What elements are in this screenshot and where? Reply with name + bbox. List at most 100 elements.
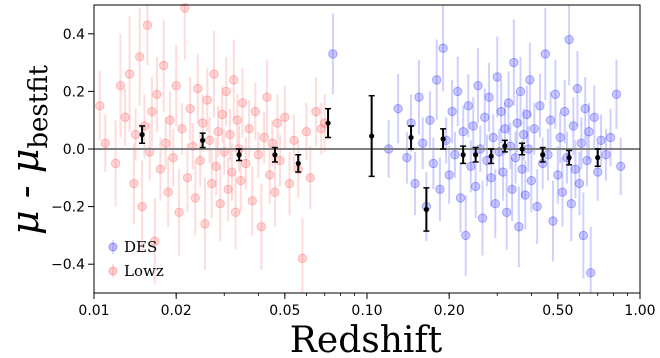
y-tick-label: 0.4	[63, 27, 85, 43]
lowz-point	[158, 60, 169, 71]
lowz-point	[137, 201, 147, 212]
des-point	[517, 164, 527, 174]
des-point	[512, 118, 522, 128]
binned-point	[473, 152, 479, 158]
des-point	[453, 86, 463, 97]
des-point	[568, 121, 579, 131]
lowz-point	[180, 3, 190, 13]
lowz-point	[213, 127, 223, 137]
legend-marker-des	[108, 242, 118, 252]
lowz-point	[193, 83, 203, 94]
binned-point	[502, 143, 508, 149]
y-tick-label: −0.2	[51, 200, 85, 216]
binned-point	[519, 146, 525, 152]
legend-label-des: DES	[124, 238, 157, 256]
lowz-point	[165, 115, 175, 125]
lowz-point	[253, 150, 264, 160]
des-point	[492, 72, 502, 82]
des-point	[548, 216, 558, 226]
des-point	[589, 112, 599, 123]
legend: DES Lowz	[108, 238, 164, 280]
x-tick-label: 0.20	[434, 303, 465, 319]
lowz-point	[270, 187, 280, 197]
lowz-point	[174, 207, 184, 218]
lowz-point	[129, 178, 139, 189]
des-point	[525, 75, 535, 85]
des-point	[500, 124, 510, 134]
des-point	[468, 121, 478, 131]
lowz-point	[223, 184, 233, 195]
lowz-point	[305, 173, 316, 183]
des-point	[393, 103, 403, 114]
des-point	[584, 127, 594, 137]
lowz-point	[236, 175, 246, 186]
lowz-point	[100, 138, 111, 148]
lowz-point	[250, 106, 261, 117]
lowz-point	[316, 124, 326, 134]
des-point	[435, 184, 445, 195]
des-point	[486, 173, 496, 183]
binned-point	[423, 206, 429, 213]
lowz-point	[311, 106, 321, 117]
y-axis-label-base: μ - μ	[3, 149, 47, 235]
lowz-point	[155, 164, 166, 174]
lowz-point	[160, 138, 171, 148]
des-point	[605, 132, 616, 143]
des-point	[414, 92, 424, 102]
des-point	[522, 109, 532, 120]
binned-point	[595, 155, 601, 161]
binned-point	[295, 160, 301, 166]
lowz-point	[280, 112, 290, 123]
lowz-point	[195, 155, 205, 166]
des-point	[553, 170, 563, 180]
des-point	[576, 138, 587, 148]
des-point	[470, 181, 481, 192]
lowz-point	[182, 173, 193, 183]
binned-point	[272, 152, 278, 158]
lowz-point	[237, 98, 248, 108]
lowz-point	[230, 207, 241, 218]
lowz-point	[247, 196, 257, 206]
y-tick-label: 0.0	[63, 142, 85, 158]
lowz-point	[267, 138, 278, 148]
des-point	[532, 201, 542, 212]
y-axis-label: μ - μbestfit	[3, 64, 54, 235]
des-point	[616, 161, 626, 171]
des-point	[520, 190, 530, 200]
lowz-point	[190, 193, 201, 203]
des-point	[510, 152, 521, 163]
des-point	[550, 89, 561, 99]
des-point	[519, 129, 529, 140]
lowz-point	[289, 135, 299, 146]
lowz-point	[134, 52, 145, 62]
lowz-point	[171, 80, 181, 91]
des-point	[566, 199, 576, 209]
des-point	[480, 112, 490, 123]
lowz-point	[241, 158, 251, 169]
des-point	[466, 161, 476, 171]
x-tick-label: 0.50	[542, 303, 573, 319]
lowz-point	[163, 187, 173, 197]
x-tick-label: 0.01	[78, 303, 109, 319]
des-point	[455, 193, 466, 203]
lowz-point	[221, 86, 231, 97]
des-point	[564, 34, 574, 45]
binned-point	[369, 133, 375, 139]
des-point	[502, 207, 512, 218]
des-point	[515, 86, 526, 97]
des-point	[402, 152, 412, 163]
legend-marker-lowz	[108, 266, 118, 276]
des-point	[529, 124, 539, 134]
lowz-point	[209, 69, 219, 79]
des-point	[463, 101, 474, 111]
des-point	[477, 213, 488, 223]
lowz-point	[168, 152, 178, 163]
des-point	[593, 167, 603, 177]
x-tick-label: 0.05	[269, 303, 300, 319]
lowz-point	[95, 101, 105, 111]
binned-point	[200, 137, 206, 143]
des-point	[560, 106, 570, 117]
lowz-point	[272, 118, 283, 128]
